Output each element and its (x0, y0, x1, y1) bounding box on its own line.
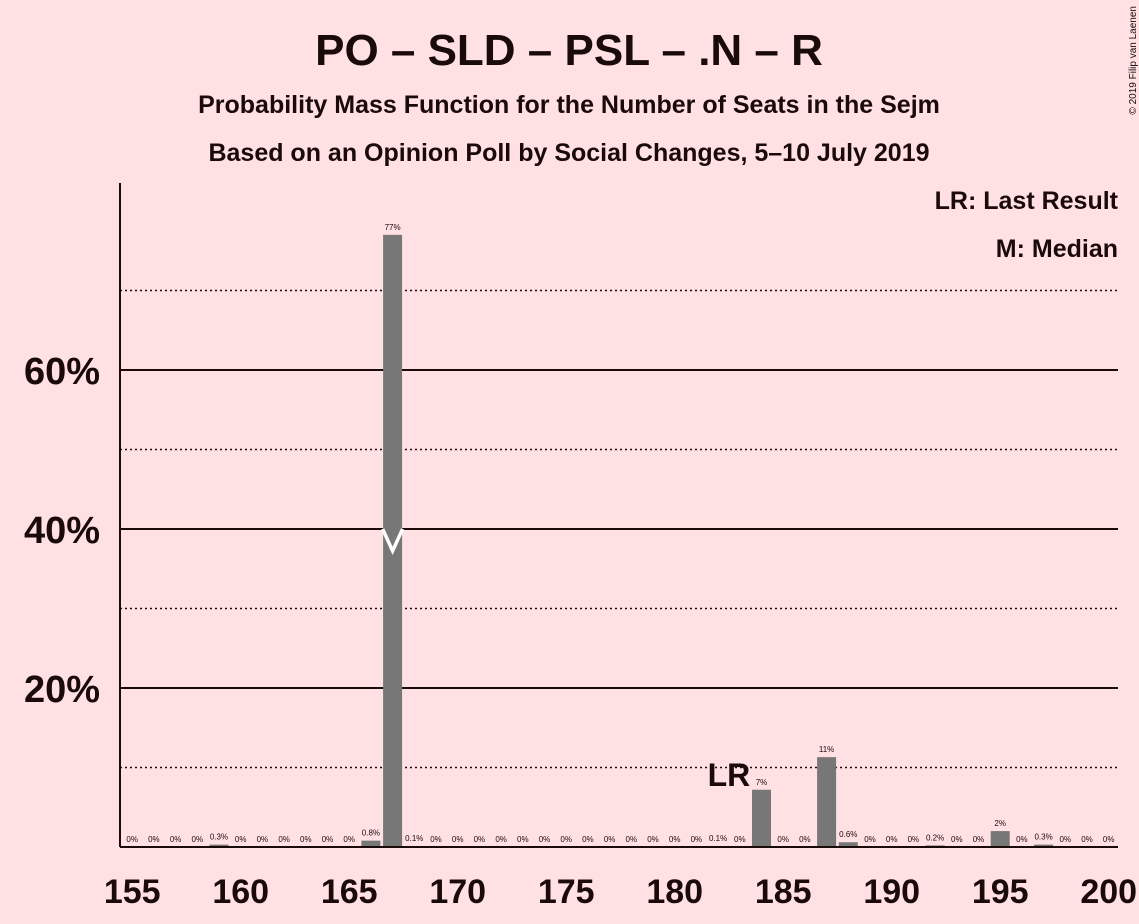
bars (209, 234, 1054, 848)
bar-label-180: 0% (669, 835, 681, 844)
median-marker (381, 528, 405, 556)
x-tick-label: 175 (538, 873, 595, 911)
x-tick-label: 155 (104, 873, 161, 911)
bar-label-191: 0% (908, 835, 920, 844)
bar-label-165: 0% (343, 835, 355, 844)
bar-label-162: 0% (278, 835, 290, 844)
bar-label-158: 0% (192, 835, 204, 844)
bar-label-186: 0% (799, 835, 811, 844)
bar-label-157: 0% (170, 835, 182, 844)
bar-label-169: 0% (430, 835, 442, 844)
bar-label-161: 0% (257, 835, 269, 844)
x-tick-label: 195 (972, 873, 1029, 911)
bar-label-190: 0% (886, 835, 898, 844)
bar-label-163: 0% (300, 835, 312, 844)
bar-label-188: 0.6% (839, 830, 857, 839)
bar-label-182: 0.1% (709, 834, 727, 843)
bar-label-198: 0% (1060, 835, 1072, 844)
bar-label-179: 0% (647, 835, 659, 844)
bar-166 (361, 840, 381, 847)
bar-188 (838, 842, 858, 847)
x-tick-label: 180 (646, 873, 703, 911)
x-tick-label: 200 (1080, 873, 1137, 911)
bar-label-166: 0.8% (362, 829, 380, 838)
bar-label-159: 0.3% (210, 833, 228, 842)
bar-label-199: 0% (1081, 835, 1093, 844)
bar-label-194: 0% (973, 835, 985, 844)
bar-label-177: 0% (604, 835, 616, 844)
bar-label-172: 0% (495, 835, 507, 844)
bar-label-164: 0% (322, 835, 334, 844)
bar-187 (817, 757, 837, 847)
x-tick-label: 160 (212, 873, 269, 911)
bar-184 (752, 789, 771, 847)
bar-label-189: 0% (864, 835, 876, 844)
axes: 20% 40% 60% 155 160 165 170 175 180 185 190 195 200 (24, 183, 1137, 911)
y-tick-label: 40% (24, 510, 100, 552)
last-result-marker: LR (708, 757, 751, 793)
bar-label-155: 0% (126, 835, 138, 844)
chart-subtitle: Probability Mass Function for the Number… (198, 91, 940, 119)
bar-label-168: 0.1% (405, 834, 423, 843)
x-tick-label: 165 (321, 873, 378, 911)
y-tick-label: 20% (24, 669, 100, 711)
bar-label-184: 7% (756, 778, 768, 787)
bar-labels: 0% 0% 0% 0% 0.3% 0% 0% 0% 0% 0% 0% 0.8% 77% 0.1% 0% 0% 0… (126, 223, 1114, 844)
bar-label-196: 0% (1016, 835, 1028, 844)
bar-label-156: 0% (148, 835, 160, 844)
y-tick-label: 60% (24, 351, 100, 393)
bar-label-192: 0.2% (926, 833, 944, 842)
bar-label-175: 0% (560, 835, 572, 844)
chart-subtitle-2: Based on an Opinion Poll by Social Chang… (208, 139, 929, 167)
bar-label-160: 0% (235, 835, 247, 844)
bar-label-183: 0% (734, 835, 746, 844)
bar-label-181: 0% (691, 835, 703, 844)
bar-label-187: 11% (819, 745, 834, 754)
bar-label-193: 0% (951, 835, 963, 844)
bar-label-197: 0.3% (1034, 833, 1052, 842)
bar-label-200: 0% (1103, 835, 1115, 844)
x-tick-label: 190 (863, 873, 920, 911)
bar-label-173: 0% (517, 835, 529, 844)
x-tick-label: 170 (429, 873, 486, 911)
bar-label-170: 0% (452, 835, 464, 844)
bar-167 (383, 234, 403, 848)
bar-159 (209, 844, 229, 847)
bar-label-167: 77% (385, 223, 401, 232)
bar-label-185: 0% (777, 835, 789, 844)
bar-label-176: 0% (582, 835, 594, 844)
copyright-text: © 2019 Filip van Laenen (1128, 6, 1139, 115)
gridlines (120, 289, 1118, 769)
bar-label-174: 0% (539, 835, 551, 844)
bar-label-178: 0% (626, 835, 638, 844)
bar-195 (990, 831, 1010, 847)
x-tick-label: 185 (755, 873, 812, 911)
bar-197 (1034, 844, 1054, 847)
bar-label-171: 0% (474, 835, 486, 844)
chart-title: PO – SLD – PSL – .N – R (315, 26, 823, 75)
legend-last-result: LR: Last Result (935, 187, 1119, 215)
bar-label-195: 2% (994, 819, 1006, 828)
legend-median: M: Median (996, 235, 1118, 263)
